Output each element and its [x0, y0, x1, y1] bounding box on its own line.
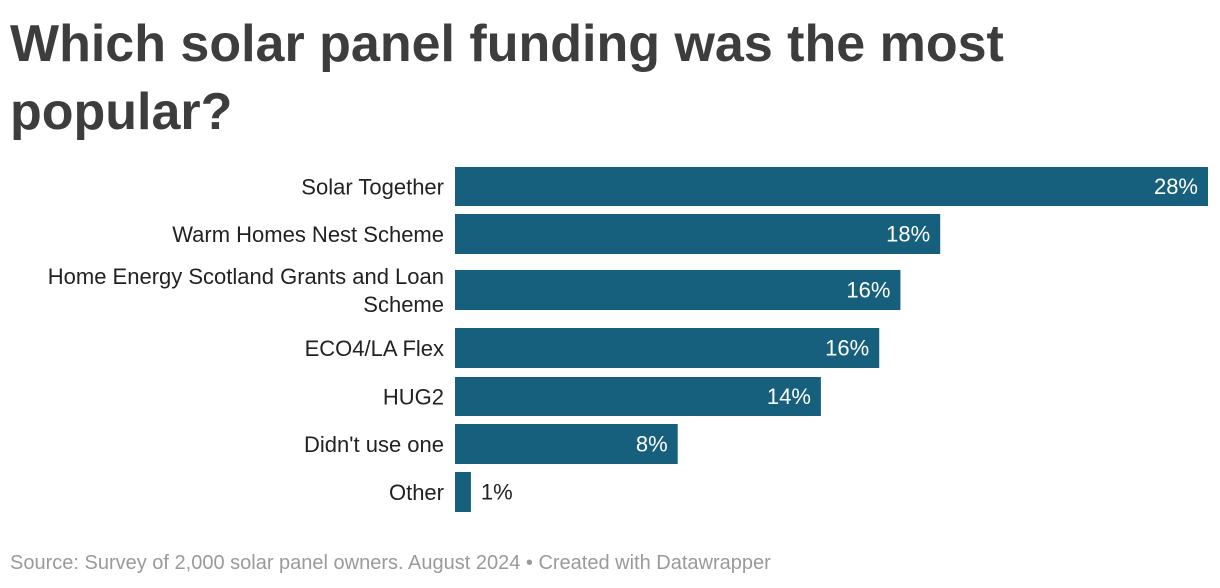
bar — [455, 328, 880, 368]
category-label: ECO4/LA Flex — [305, 336, 444, 361]
bar — [455, 377, 821, 416]
category-label: Other — [389, 480, 444, 505]
bar — [455, 270, 901, 310]
value-label: 14% — [767, 384, 811, 409]
value-label: 1% — [481, 480, 513, 505]
source-footer: Source: Survey of 2,000 solar panel owne… — [10, 552, 771, 574]
value-label: 28% — [1154, 174, 1198, 199]
category-label: HUG2 — [383, 384, 444, 409]
category-label: Home Energy Scotland Grants and Loan Sche… — [48, 264, 444, 317]
value-label: 18% — [886, 222, 930, 247]
bar — [455, 472, 471, 512]
category-label: Didn't use one — [304, 432, 444, 457]
value-label: 16% — [825, 336, 869, 361]
bar — [455, 424, 678, 464]
value-label: 16% — [846, 278, 890, 303]
category-label: Solar Together — [301, 174, 444, 199]
value-label: 8% — [636, 432, 668, 457]
bar — [455, 214, 941, 254]
chart-title: Which solar panel funding was the most p… — [10, 15, 1004, 141]
category-label: Warm Homes Nest Scheme — [172, 222, 444, 247]
bar — [455, 167, 1208, 206]
